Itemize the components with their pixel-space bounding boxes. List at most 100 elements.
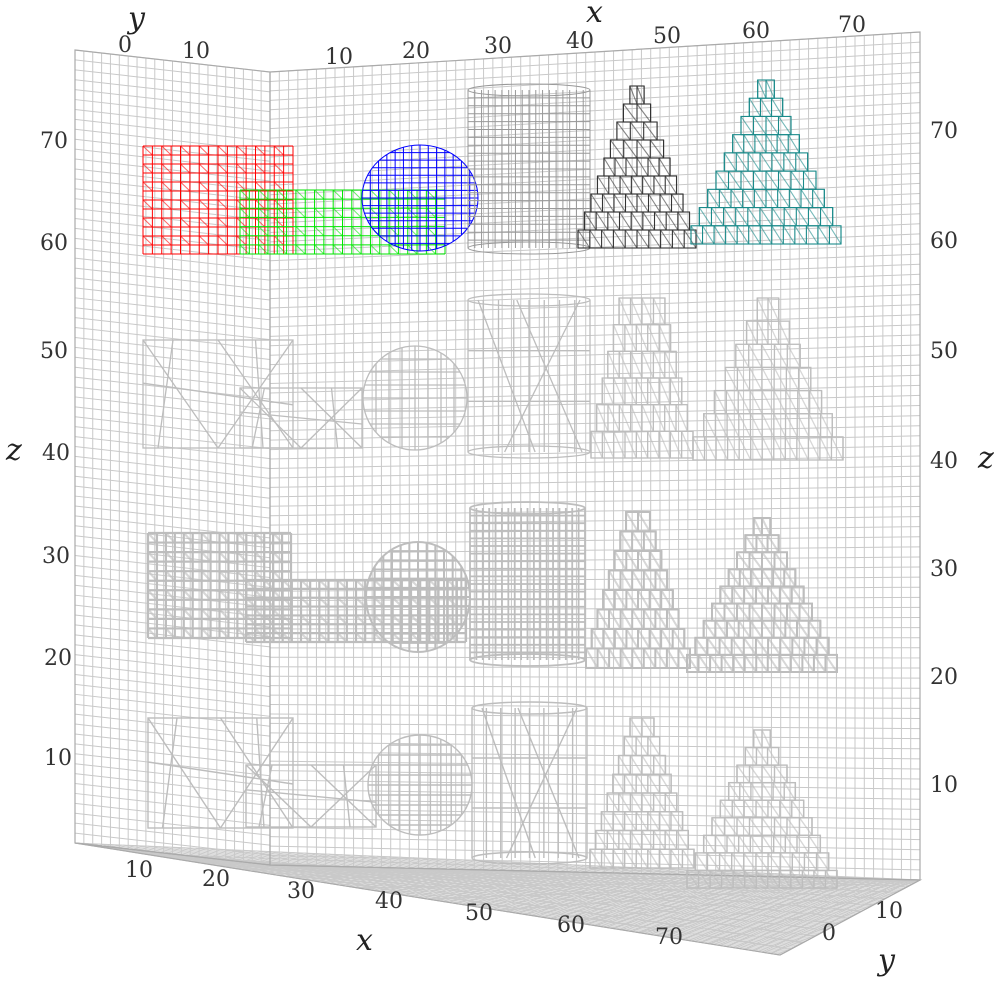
grid-line [74, 673, 271, 697]
x-tick-top: 30 [484, 34, 512, 59]
grid-line [269, 273, 921, 300]
y-tick-top: 10 [182, 39, 210, 64]
x-ticks-top: 10 20 30 40 50 60 70 [325, 13, 866, 70]
grid-line [74, 356, 271, 380]
x-ticks-bottom: 10 20 30 40 50 60 70 [125, 858, 683, 950]
grid-line [74, 287, 271, 311]
grid-line [269, 253, 921, 281]
coarse-sphere-icon [362, 345, 468, 451]
z-tick-right: 20 [930, 665, 958, 690]
grid-line [269, 92, 921, 130]
grid-line [568, 879, 921, 922]
grid-line [74, 812, 271, 836]
z-tick-left: 20 [44, 646, 72, 671]
grid-line [74, 406, 271, 430]
z-tick-right: 70 [930, 119, 958, 144]
grid-line [74, 307, 271, 331]
floor-grid [74, 842, 921, 956]
grid-line [74, 237, 271, 261]
grid-line [74, 346, 271, 370]
grid-line [269, 81, 921, 120]
teal-pyramid-icon [690, 79, 842, 245]
y-axis-label-bottom: y [876, 943, 896, 978]
grid-line [74, 455, 271, 479]
x-tick-bottom: 30 [287, 879, 315, 904]
z-axis-label-left: z [5, 433, 22, 468]
grid-line [74, 99, 271, 123]
grid-line [269, 334, 921, 356]
grid-line [269, 41, 921, 82]
grid-line [269, 51, 921, 92]
coarse-cuboid-icon [239, 387, 363, 449]
z-tick-left: 70 [40, 129, 68, 154]
grid-line [269, 243, 921, 271]
dense-cylinder-icon [469, 501, 586, 667]
grid-line [269, 586, 921, 592]
grid-line [74, 148, 271, 172]
z-ticks-right: 70 60 50 40 30 20 10 [930, 119, 958, 798]
grid-line [74, 267, 271, 291]
x-tick-top: 70 [838, 13, 866, 38]
grid-line [269, 314, 921, 337]
grid-line [74, 247, 271, 271]
grid-line [74, 485, 271, 509]
grid-line [74, 227, 271, 251]
grid-line [269, 445, 921, 460]
grid-line [74, 505, 271, 529]
z-tick-right: 40 [930, 449, 958, 474]
grid-line [74, 108, 271, 132]
grid-line [269, 732, 921, 740]
tri-sphere-icon [367, 734, 473, 836]
grid-line [269, 546, 921, 554]
grid-line [74, 763, 271, 787]
x-tick-bottom: 50 [465, 901, 493, 926]
grid-line [74, 336, 271, 360]
grid-line [74, 703, 271, 727]
grid-line [74, 128, 271, 152]
grid-line [74, 118, 271, 142]
back-wall-grid [269, 31, 921, 881]
z-ticks-left: 70 60 50 40 30 20 10 [40, 129, 72, 771]
grid-line [74, 733, 271, 757]
grid-line [269, 505, 921, 517]
grid-line [269, 722, 921, 730]
x-tick-top: 60 [742, 19, 770, 44]
grid-line [74, 773, 271, 797]
grid-line [269, 826, 921, 841]
grid-line [74, 832, 271, 856]
z-axis-label-right: z [977, 441, 994, 476]
dense-sphere-icon [365, 541, 471, 653]
grid-line [74, 317, 271, 341]
grid-line [74, 416, 271, 440]
dense-pyramid-icon [686, 517, 838, 674]
y-tick-bottom: 10 [875, 899, 903, 924]
grid-line [74, 158, 271, 182]
z-tick-left: 50 [40, 339, 68, 364]
grid-line [269, 384, 921, 403]
grid-line [269, 526, 921, 536]
coarse-cylinder-icon [467, 293, 591, 459]
grid-line [269, 536, 921, 545]
grid-line [74, 446, 271, 469]
grid-line [91, 844, 792, 950]
grid-line [74, 277, 271, 301]
grid-line [269, 495, 921, 507]
grid-line [74, 79, 271, 103]
grid-line [269, 354, 921, 375]
x-tick-top: 50 [653, 24, 681, 49]
grid-line [123, 848, 816, 937]
grid-line [74, 753, 271, 777]
grid-line [74, 376, 271, 400]
grid-line [74, 723, 271, 747]
grid-line [269, 405, 921, 422]
grid-line [269, 751, 921, 760]
grid-line [74, 634, 271, 658]
x-tick-bottom: 10 [125, 858, 153, 883]
grid-line [269, 516, 921, 526]
grid-line [269, 233, 921, 262]
x-tick-bottom: 20 [202, 867, 230, 892]
z-tick-right: 60 [930, 229, 958, 254]
left-wall-grid [74, 49, 271, 866]
x-axis-label-bottom: x [356, 923, 373, 958]
grid-line [269, 425, 921, 441]
